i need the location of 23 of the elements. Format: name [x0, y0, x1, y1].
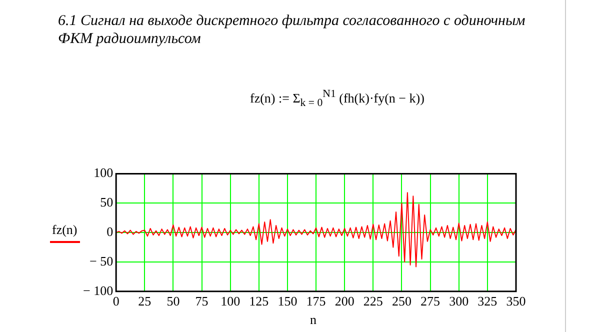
x-tick-label: 50 [166, 294, 180, 309]
y-tick-label: 50 [100, 194, 114, 210]
y-tick-label: − 100 [82, 282, 114, 298]
chart-title: 6.1 Сигнал на выходе дискретного фильтра согласованного с одиночным ФКМ радиоимпульсом [58, 12, 526, 48]
x-tick-label: 250 [392, 294, 412, 309]
x-tick-label: 150 [278, 294, 298, 309]
y-axis-title: fz(n) [52, 222, 78, 238]
y-tick-label: 0 [106, 224, 114, 240]
y-tick-label: 100 [94, 165, 114, 180]
x-tick-label: 175 [306, 294, 326, 309]
x-tick-label: 350 [506, 294, 526, 309]
x-tick-label: 275 [420, 294, 440, 309]
x-tick-label: 25 [138, 294, 152, 309]
x-tick-label: 325 [478, 294, 498, 309]
x-tick-label: 200 [334, 294, 354, 309]
x-tick-label: 125 [249, 294, 269, 309]
x-tick-label: 225 [363, 294, 383, 309]
x-tick-label: 75 [195, 294, 208, 309]
x-tick-label: 100 [220, 294, 240, 309]
x-axis-title: n [310, 312, 316, 328]
text: fz(n) := Σ$_{k = 0}$$^{N1}$ (fh(k)·fy(n − k)) [250, 88, 424, 109]
y-tick-label: − 50 [89, 253, 114, 268]
x-tick-label: 300 [449, 294, 469, 309]
